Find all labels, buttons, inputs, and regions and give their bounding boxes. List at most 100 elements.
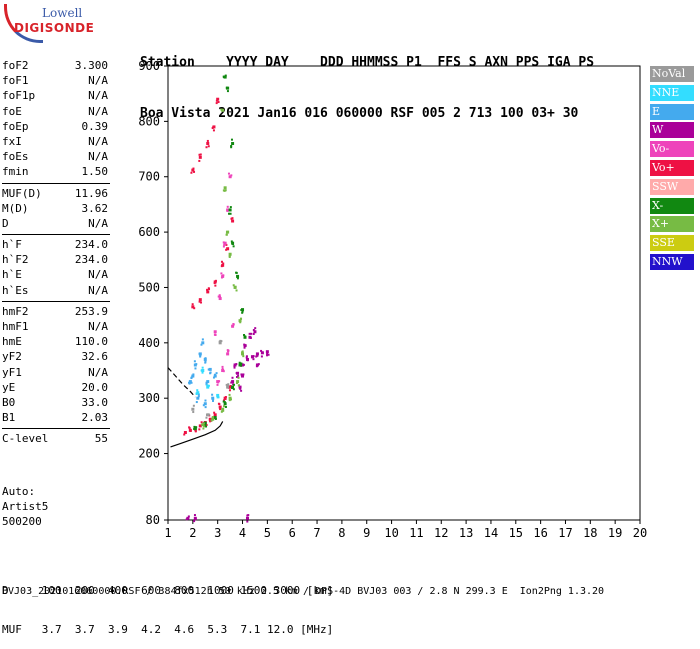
data-point [220, 410, 223, 413]
data-point [203, 402, 207, 406]
data-point [205, 416, 208, 419]
data-point [238, 385, 242, 389]
data-point [188, 380, 192, 384]
x-tick-label: 1 [164, 526, 171, 540]
autoscaling-info: Auto: Artist5 500200 [2, 484, 48, 529]
param-value: 2.03 [81, 411, 109, 425]
x-tick-label: 20 [633, 526, 647, 540]
data-point [204, 399, 207, 402]
data-point [203, 421, 207, 425]
param-label: h`E [2, 268, 22, 282]
data-point [191, 408, 194, 411]
data-point [231, 142, 235, 146]
data-point [200, 421, 203, 424]
param-value: N/A [88, 320, 108, 333]
val-iga: 03+ [531, 106, 555, 121]
x-tick-label: 7 [313, 526, 320, 540]
data-point [230, 240, 233, 243]
data-point [190, 381, 193, 384]
param-value: N/A [88, 365, 108, 379]
data-point [214, 331, 217, 334]
data-point [198, 428, 201, 431]
param-value: 253.9 [74, 304, 108, 318]
x-tick-label: 18 [583, 526, 597, 540]
data-point [241, 308, 245, 312]
data-point [224, 396, 227, 399]
polarization-legend: NoVal NNE E W Vo- Vo+ SSW X- X+ SSE NNW [650, 66, 694, 273]
data-point [257, 363, 260, 366]
param-value: 3.62 [81, 201, 109, 215]
param-label: hmF2 [2, 304, 29, 318]
data-point [214, 279, 217, 282]
data-point [206, 380, 210, 384]
val-axn: 713 [468, 106, 493, 121]
param-value: 33.0 [81, 395, 109, 409]
data-point [221, 407, 225, 411]
data-point [191, 305, 194, 308]
data-point [201, 369, 205, 373]
muf-value: 3.9 [108, 623, 128, 636]
data-point [217, 396, 220, 399]
data-point [191, 168, 195, 172]
data-point [206, 290, 210, 294]
param-row: hmF1 N/A [2, 319, 108, 334]
data-point [194, 518, 197, 521]
data-point [228, 389, 231, 392]
data-point [213, 333, 216, 336]
x-tick-label: 13 [459, 526, 473, 540]
data-point [207, 413, 210, 416]
data-point [210, 419, 213, 422]
data-point [220, 276, 223, 279]
x-tick-label: 2 [189, 526, 196, 540]
auto-code: 500200 [2, 515, 42, 528]
d-value: 100 [41, 584, 62, 597]
x-tick-label: 11 [409, 526, 423, 540]
data-point [228, 396, 232, 400]
data-point [222, 274, 225, 277]
data-point [226, 90, 229, 93]
val-ddd: 016 [304, 106, 328, 121]
param-value: 0.39 [81, 119, 109, 133]
data-point [202, 427, 205, 430]
data-point [237, 374, 240, 377]
data-point [241, 363, 245, 367]
data-point [206, 139, 209, 142]
data-point [230, 144, 233, 147]
d-value: 1500 [240, 584, 268, 597]
y-tick-label: 800 [138, 114, 160, 128]
data-point [205, 423, 208, 426]
digisonde-logo: Lowell DIGISONDE [2, 2, 112, 43]
data-point [223, 399, 226, 402]
x-tick-label: 3 [214, 526, 221, 540]
muf-value: 3.7 [74, 623, 95, 636]
data-point [183, 433, 186, 436]
data-point [227, 350, 230, 353]
data-point [225, 231, 228, 234]
data-point [199, 354, 202, 357]
data-point [204, 406, 207, 409]
data-point [215, 102, 218, 105]
data-point [208, 288, 211, 291]
data-point [193, 425, 196, 428]
param-label: foE [2, 104, 22, 118]
data-point [240, 389, 243, 392]
data-point [217, 394, 220, 397]
data-point [188, 427, 191, 430]
data-point [231, 220, 234, 223]
data-point [211, 393, 214, 396]
data-point [186, 517, 189, 520]
d-value: 600 [141, 584, 161, 597]
data-point [232, 323, 235, 326]
muf-unit: [MHz] [300, 623, 334, 636]
legend-item-vo-: Vo+ [650, 159, 694, 176]
data-point [226, 205, 229, 208]
data-point [221, 369, 225, 373]
data-point [200, 369, 203, 372]
data-point [221, 274, 225, 278]
data-point [192, 404, 195, 407]
d-value: 400 [108, 584, 128, 597]
data-point [245, 356, 248, 359]
data-point [236, 277, 239, 280]
data-point [193, 427, 197, 431]
data-point [213, 413, 217, 417]
